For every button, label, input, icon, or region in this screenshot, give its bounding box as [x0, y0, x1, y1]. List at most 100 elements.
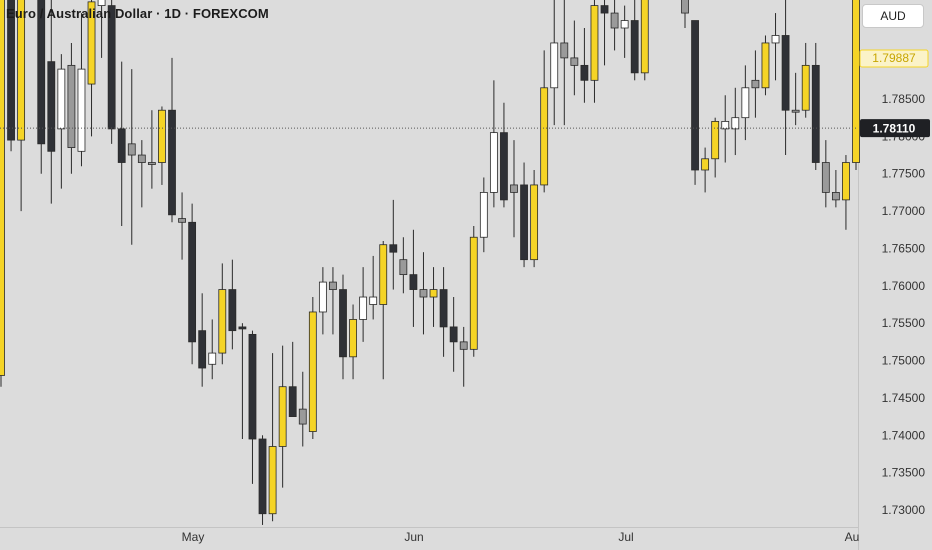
candle-body — [630, 20, 639, 74]
candle-body — [701, 158, 710, 171]
candle-body — [681, 0, 689, 14]
candle-body — [741, 87, 750, 119]
candle-body — [127, 143, 136, 156]
candle-body — [429, 289, 438, 298]
candle-body — [500, 132, 508, 201]
candle-body — [409, 274, 418, 290]
candle-body — [339, 289, 347, 358]
candle-body — [399, 259, 408, 276]
y-tick-label: 1.73000 — [882, 503, 926, 517]
candle-body — [620, 20, 629, 29]
candle-body — [821, 162, 830, 193]
y-tick-label: 1.77000 — [882, 204, 926, 218]
candle-body — [188, 221, 197, 343]
candle-body — [721, 121, 730, 130]
y-tick-label: 1.75500 — [882, 316, 926, 330]
candle-body — [0, 0, 5, 376]
candle-body — [711, 121, 720, 160]
candle-body — [308, 311, 317, 432]
candle-body — [288, 386, 297, 417]
candle-body — [479, 192, 488, 238]
candle-body — [570, 57, 579, 66]
candle-body — [449, 326, 458, 343]
candle-body — [208, 352, 217, 365]
candle-body — [510, 184, 518, 193]
candle-body — [379, 244, 388, 305]
candle-body — [781, 35, 790, 111]
candle-body — [268, 446, 277, 515]
candle-body — [238, 326, 247, 330]
candle-body — [329, 281, 337, 290]
candle-body — [248, 333, 257, 440]
candle-body — [811, 64, 820, 163]
price-axis-panel — [858, 0, 932, 550]
candle-body — [168, 109, 176, 216]
candle-body — [7, 0, 15, 141]
candle-body — [530, 184, 539, 261]
candle-body — [791, 109, 800, 113]
candle-body — [198, 330, 207, 369]
y-tick-label: 1.78500 — [882, 92, 926, 106]
x-tick-label: May — [182, 530, 205, 544]
candle-body — [369, 296, 378, 305]
candle-body — [359, 296, 368, 320]
last-price-box — [859, 49, 929, 68]
candle-body — [178, 218, 186, 223]
candle-body — [540, 87, 549, 186]
candle-body — [77, 68, 86, 152]
candle-body — [469, 236, 478, 350]
y-tick-label: 1.73500 — [882, 466, 926, 480]
candle-body — [520, 184, 528, 261]
candle-body — [600, 5, 609, 14]
candle-body — [842, 162, 850, 201]
y-tick-label: 1.77500 — [882, 167, 926, 181]
candle-body — [228, 289, 237, 332]
candle-body — [801, 64, 810, 111]
y-tick-label: 1.74000 — [882, 428, 926, 442]
candle-body — [67, 64, 76, 148]
currency-button[interactable]: AUD — [862, 4, 924, 28]
candle-body — [298, 408, 307, 425]
candle-body — [218, 289, 227, 354]
candle-body — [580, 64, 589, 81]
candle-body — [37, 0, 46, 145]
crosshair-price-box — [860, 119, 930, 138]
candle-body — [560, 42, 569, 59]
candle-body — [117, 128, 126, 163]
candle-body — [489, 132, 498, 193]
x-tick-label: Jul — [618, 530, 633, 544]
candle-body — [771, 35, 780, 44]
y-tick-label: 1.76500 — [882, 241, 926, 255]
candle-body — [761, 42, 770, 89]
candle-body — [57, 68, 66, 130]
candle-body — [47, 61, 56, 152]
candle-body — [147, 162, 156, 165]
candle-body — [137, 154, 146, 163]
candle-body — [640, 0, 649, 74]
candle-body — [87, 1, 96, 85]
y-tick-label: 1.76000 — [882, 279, 926, 293]
chart-title: Euro / Australian Dollar · 1D · FOREXCOM — [6, 6, 269, 21]
candle-body — [831, 192, 840, 201]
candle-body — [610, 12, 619, 29]
y-tick-label: 1.74500 — [882, 391, 926, 405]
candle-body — [419, 289, 428, 298]
candle-body — [852, 0, 860, 163]
candle-body — [751, 79, 760, 89]
candle-body — [691, 20, 699, 171]
candle-body — [158, 109, 166, 163]
crosshair-price-label: 1.78110 — [873, 122, 916, 136]
candle-body — [459, 341, 468, 350]
candle-body — [318, 281, 327, 313]
candle-body — [278, 386, 287, 447]
candle-body — [731, 117, 740, 130]
candle-body — [97, 0, 106, 6]
x-tick-label: Au — [845, 530, 860, 544]
candle-body — [349, 319, 357, 358]
x-tick-label: Jun — [404, 530, 423, 544]
candle-body — [107, 5, 116, 130]
y-tick-label: 1.75000 — [882, 354, 926, 368]
candle-body — [550, 42, 559, 89]
